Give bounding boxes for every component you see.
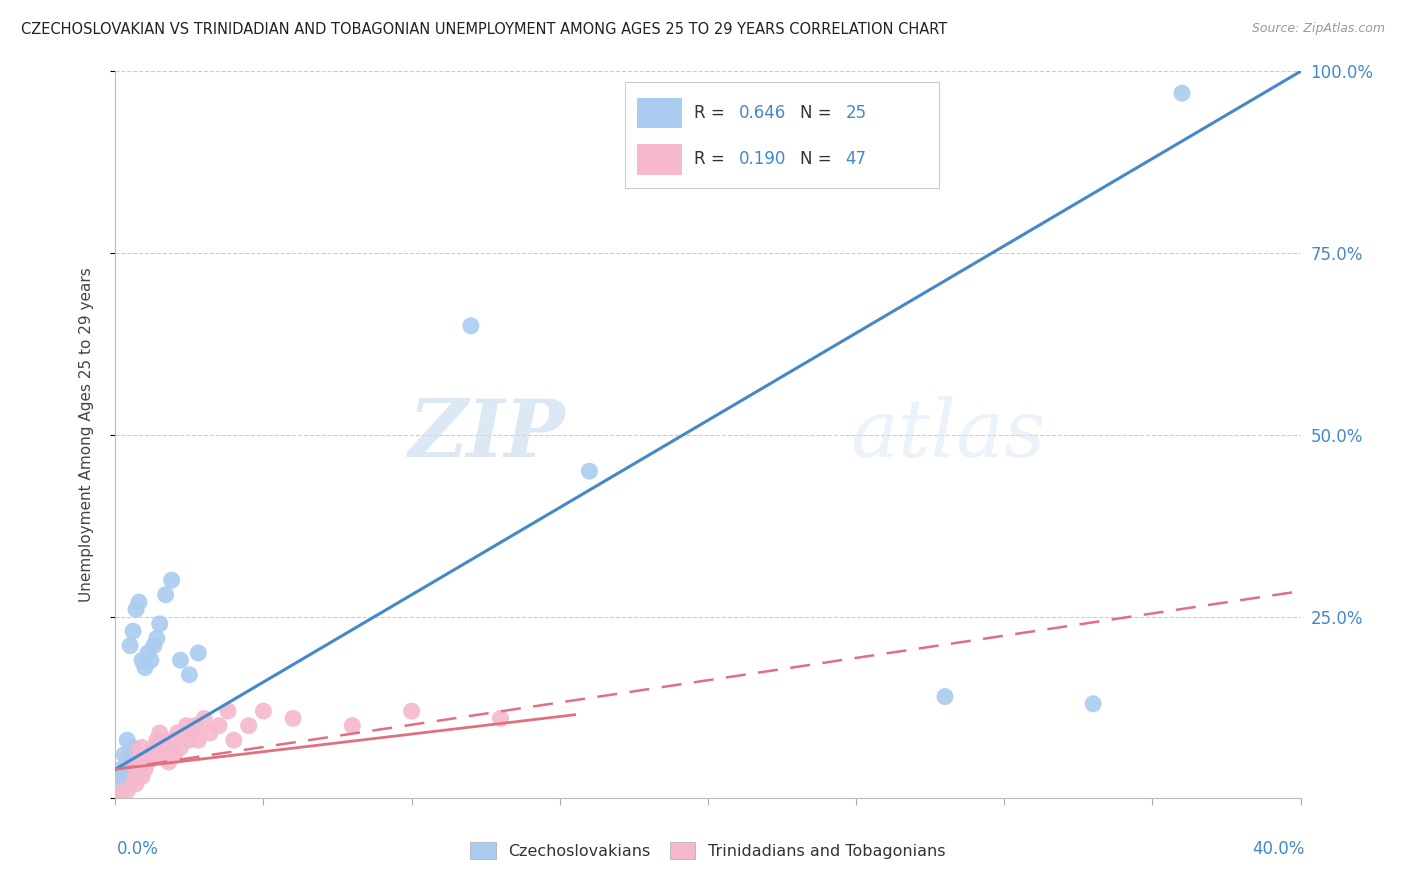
Point — [107, 777, 129, 791]
Point — [136, 755, 159, 769]
Point — [155, 588, 177, 602]
Point — [252, 704, 274, 718]
Text: N =: N = — [800, 103, 837, 122]
Text: CZECHOSLOVAKIAN VS TRINIDADIAN AND TOBAGONIAN UNEMPLOYMENT AMONG AGES 25 TO 29 Y: CZECHOSLOVAKIAN VS TRINIDADIAN AND TOBAG… — [21, 22, 948, 37]
Text: 40.0%: 40.0% — [1253, 840, 1305, 858]
Text: R =: R = — [693, 103, 730, 122]
Text: ZIP: ZIP — [409, 396, 565, 474]
Point — [152, 747, 174, 762]
Point — [934, 690, 956, 704]
Point — [160, 733, 183, 747]
Point — [125, 777, 148, 791]
Point — [122, 740, 145, 755]
Point — [110, 762, 132, 776]
Point — [184, 719, 207, 733]
Text: 25: 25 — [845, 103, 866, 122]
Point — [193, 711, 215, 725]
Point — [112, 777, 135, 791]
Point — [131, 653, 153, 667]
Point — [139, 747, 162, 762]
Point — [107, 770, 129, 784]
Point — [146, 632, 169, 646]
Point — [187, 733, 209, 747]
Point — [131, 740, 153, 755]
Point — [125, 762, 148, 776]
Point — [208, 719, 231, 733]
Point — [198, 726, 221, 740]
Point — [112, 747, 135, 762]
Text: R =: R = — [693, 151, 730, 169]
Point — [142, 740, 165, 755]
Point — [217, 704, 239, 718]
FancyBboxPatch shape — [637, 97, 682, 128]
Point — [401, 704, 423, 718]
Point — [149, 726, 172, 740]
Point — [460, 318, 482, 333]
Point — [179, 733, 201, 747]
Point — [134, 762, 156, 776]
Point — [169, 740, 191, 755]
Point — [139, 653, 162, 667]
Point — [125, 602, 148, 616]
Point — [181, 726, 204, 740]
Point — [169, 653, 191, 667]
Point — [115, 733, 138, 747]
Point — [131, 770, 153, 784]
Point — [489, 711, 512, 725]
Point — [157, 755, 180, 769]
Legend: Czechoslovakians, Trinidadians and Tobagonians: Czechoslovakians, Trinidadians and Tobag… — [470, 842, 946, 859]
Point — [166, 726, 188, 740]
Point — [1171, 86, 1194, 100]
Point — [112, 762, 135, 776]
Point — [238, 719, 260, 733]
Point — [128, 755, 150, 769]
Text: N =: N = — [800, 151, 837, 169]
Point — [578, 464, 600, 478]
Point — [187, 646, 209, 660]
Point — [120, 639, 142, 653]
Point — [176, 719, 198, 733]
Point — [342, 719, 364, 733]
Point — [281, 711, 304, 725]
Text: 0.0%: 0.0% — [117, 840, 159, 858]
Point — [142, 639, 165, 653]
Text: 0.646: 0.646 — [738, 103, 786, 122]
Point — [160, 574, 183, 588]
Point — [149, 616, 172, 631]
Point — [179, 667, 201, 681]
Point — [1081, 697, 1104, 711]
Point — [122, 624, 145, 639]
Point — [122, 770, 145, 784]
Point — [134, 660, 156, 674]
Point — [136, 646, 159, 660]
Point — [115, 755, 138, 769]
FancyBboxPatch shape — [624, 82, 939, 187]
Point — [155, 740, 177, 755]
Point — [222, 733, 245, 747]
Y-axis label: Unemployment Among Ages 25 to 29 years: Unemployment Among Ages 25 to 29 years — [80, 268, 94, 602]
Text: Source: ZipAtlas.com: Source: ZipAtlas.com — [1251, 22, 1385, 36]
Point — [128, 595, 150, 609]
Point — [110, 784, 132, 798]
Point — [120, 747, 142, 762]
Text: 47: 47 — [845, 151, 866, 169]
Text: atlas: atlas — [851, 396, 1046, 474]
Point — [110, 770, 132, 784]
Point — [120, 777, 142, 791]
Point — [163, 747, 186, 762]
Point — [128, 747, 150, 762]
FancyBboxPatch shape — [637, 144, 682, 175]
Point — [107, 784, 129, 798]
Point — [146, 733, 169, 747]
Point — [115, 784, 138, 798]
Text: 0.190: 0.190 — [738, 151, 786, 169]
